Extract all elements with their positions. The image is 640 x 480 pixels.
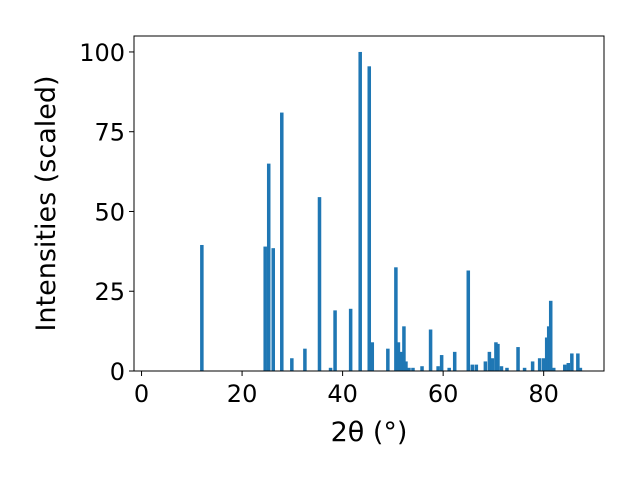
bar (428, 329, 433, 371)
x-axis-label: 2θ (°) (331, 417, 408, 448)
bar (490, 358, 495, 371)
bar (290, 358, 294, 371)
bar (303, 348, 307, 371)
x-tick-label: 0 (134, 380, 149, 408)
plot-frame (133, 35, 605, 372)
bar (317, 197, 322, 371)
bar (522, 367, 527, 371)
bar (494, 342, 498, 371)
bar (466, 270, 471, 371)
bar (328, 367, 333, 371)
y-tick-label: 50 (94, 198, 125, 226)
bar (348, 308, 353, 371)
bar (576, 353, 580, 371)
bar (551, 367, 556, 371)
bar (386, 348, 390, 371)
bar (570, 353, 574, 371)
bar (578, 367, 583, 371)
y-tick-label: 100 (79, 39, 125, 67)
bar (407, 367, 411, 371)
bars-group (200, 51, 583, 371)
bar (370, 342, 375, 371)
bar (271, 248, 275, 371)
bar (358, 51, 362, 371)
bar (563, 364, 567, 371)
bar (566, 363, 571, 371)
y-tick-label: 75 (94, 119, 125, 147)
bar (496, 343, 500, 371)
bar (396, 342, 401, 371)
bar (470, 364, 475, 371)
x-tick-label: 40 (327, 380, 358, 408)
bar (516, 347, 520, 371)
bar (394, 267, 398, 371)
bar (487, 351, 492, 371)
x-tick-label: 60 (428, 380, 459, 408)
y-axis-ticks: 0 25 50 75 100 (79, 39, 134, 386)
y-axis-label: Intensities (scaled) (31, 75, 62, 331)
bar (546, 326, 551, 371)
bar (399, 351, 404, 371)
bar (439, 355, 444, 371)
bar (402, 326, 406, 371)
x-tick-label: 20 (227, 380, 258, 408)
bar (420, 366, 424, 371)
bar (333, 310, 337, 371)
x-axis-ticks: 0 20 40 60 80 (134, 371, 559, 408)
bar (404, 361, 408, 371)
bar (474, 364, 479, 371)
bar (537, 358, 542, 371)
y-tick-label: 25 (94, 278, 125, 306)
bar (411, 367, 415, 371)
bar (447, 367, 451, 371)
bar (483, 361, 488, 371)
bar (200, 244, 204, 371)
bar (280, 112, 284, 371)
bar (263, 246, 267, 371)
bar (436, 366, 440, 371)
bar (541, 358, 546, 371)
bar (505, 367, 509, 371)
bar (544, 337, 549, 371)
y-tick-label: 0 (110, 358, 125, 386)
bar (548, 300, 553, 371)
bar (452, 351, 457, 371)
bar (530, 361, 535, 371)
x-tick-label: 80 (528, 380, 559, 408)
bar (499, 366, 504, 371)
bar (367, 66, 372, 371)
bar (266, 163, 271, 371)
